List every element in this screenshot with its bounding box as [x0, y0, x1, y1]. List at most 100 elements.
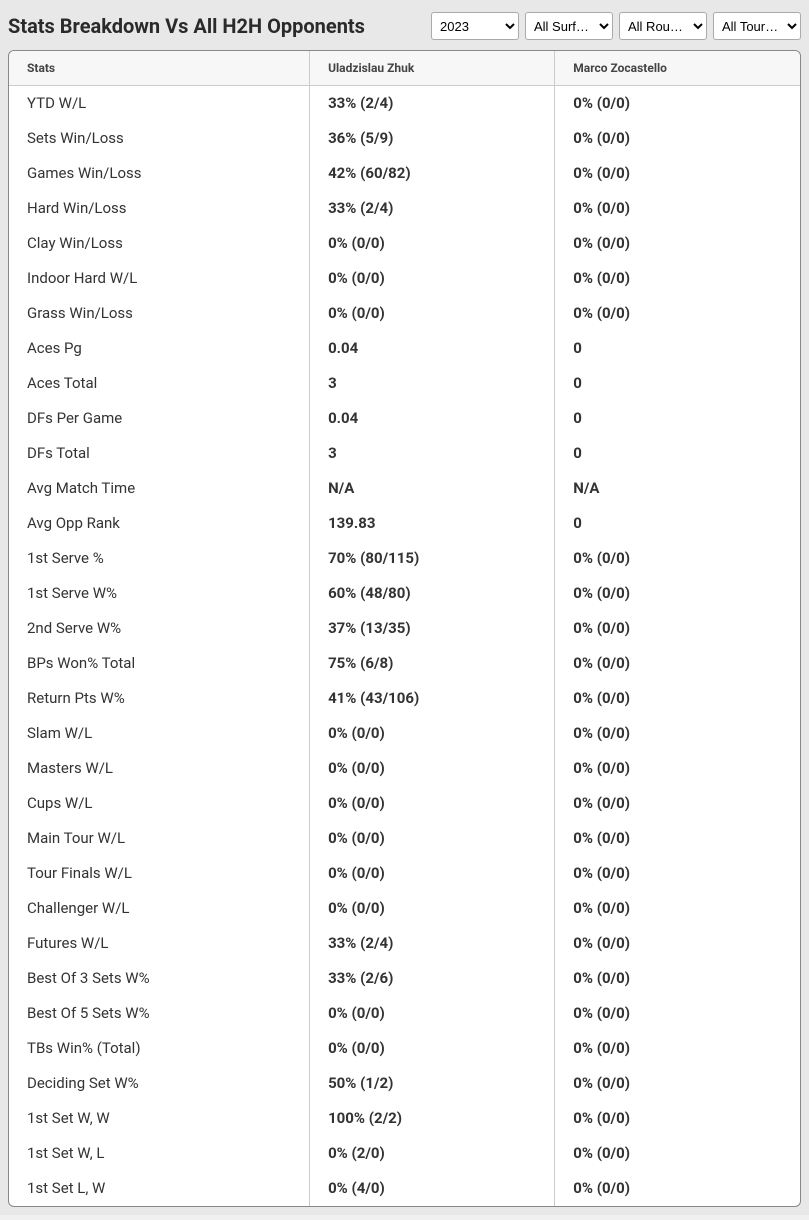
surface-select[interactable]: All Surf… [525, 12, 613, 40]
stats-table-wrap: Stats Uladzislau Zhuk Marco Zocastello Y… [8, 50, 801, 1207]
stat-value-player1: 0% (0/0) [310, 996, 555, 1031]
table-row: DFs Total30 [9, 436, 800, 471]
filter-bar: 2023 All Surf… All Rou… All Tour… [431, 12, 801, 40]
stat-label: 1st Set L, W [9, 1171, 310, 1206]
table-row: Challenger W/L0% (0/0)0% (0/0) [9, 891, 800, 926]
stat-label: TBs Win% (Total) [9, 1031, 310, 1066]
stat-value-player1: 0.04 [310, 331, 555, 366]
stat-value-player1: 3 [310, 366, 555, 401]
stats-table: Stats Uladzislau Zhuk Marco Zocastello Y… [9, 51, 800, 1206]
stat-value-player1: 33% (2/4) [310, 926, 555, 961]
stat-value-player1: 0% (0/0) [310, 786, 555, 821]
table-row: Hard Win/Loss33% (2/4)0% (0/0) [9, 191, 800, 226]
stat-value-player2: 0 [555, 366, 800, 401]
stat-label: Games Win/Loss [9, 156, 310, 191]
stat-value-player2: N/A [555, 471, 800, 506]
stat-label: Grass Win/Loss [9, 296, 310, 331]
table-row: 1st Set W, L0% (2/0)0% (0/0) [9, 1136, 800, 1171]
stat-value-player2: 0% (0/0) [555, 821, 800, 856]
stat-label: Main Tour W/L [9, 821, 310, 856]
stat-value-player1: 50% (1/2) [310, 1066, 555, 1101]
round-select[interactable]: All Rou… [619, 12, 707, 40]
table-row: Avg Opp Rank139.830 [9, 506, 800, 541]
stat-label: 1st Serve W% [9, 576, 310, 611]
stat-label: Challenger W/L [9, 891, 310, 926]
table-row: Sets Win/Loss36% (5/9)0% (0/0) [9, 121, 800, 156]
stat-label: 1st Set W, W [9, 1101, 310, 1136]
stat-label: DFs Total [9, 436, 310, 471]
stat-value-player1: 0% (0/0) [310, 821, 555, 856]
stat-label: Best Of 3 Sets W% [9, 961, 310, 996]
stat-value-player2: 0% (0/0) [555, 86, 800, 121]
table-row: 1st Set W, W100% (2/2)0% (0/0) [9, 1101, 800, 1136]
stat-value-player1: 41% (43/106) [310, 681, 555, 716]
year-select[interactable]: 2023 [431, 12, 519, 40]
stat-value-player1: 0% (0/0) [310, 891, 555, 926]
stat-value-player2: 0% (0/0) [555, 891, 800, 926]
stat-value-player2: 0% (0/0) [555, 1171, 800, 1206]
table-row: Clay Win/Loss0% (0/0)0% (0/0) [9, 226, 800, 261]
stat-value-player1: 37% (13/35) [310, 611, 555, 646]
table-row: 2nd Serve W%37% (13/35)0% (0/0) [9, 611, 800, 646]
stat-value-player2: 0% (0/0) [555, 611, 800, 646]
stat-value-player2: 0 [555, 506, 800, 541]
stat-value-player1: 0% (0/0) [310, 856, 555, 891]
stat-label: Tour Finals W/L [9, 856, 310, 891]
stat-label: Deciding Set W% [9, 1066, 310, 1101]
stat-value-player1: 3 [310, 436, 555, 471]
stat-label: Clay Win/Loss [9, 226, 310, 261]
table-row: Best Of 3 Sets W%33% (2/6)0% (0/0) [9, 961, 800, 996]
stat-value-player1: 36% (5/9) [310, 121, 555, 156]
stat-value-player2: 0% (0/0) [555, 681, 800, 716]
stat-value-player2: 0% (0/0) [555, 1136, 800, 1171]
stats-panel: Stats Breakdown Vs All H2H Opponents 202… [0, 0, 809, 1215]
stat-label: Cups W/L [9, 786, 310, 821]
stat-value-player2: 0% (0/0) [555, 296, 800, 331]
stat-label: Best Of 5 Sets W% [9, 996, 310, 1031]
table-row: 1st Serve W%60% (48/80)0% (0/0) [9, 576, 800, 611]
stat-value-player2: 0 [555, 331, 800, 366]
table-row: Masters W/L0% (0/0)0% (0/0) [9, 751, 800, 786]
stat-value-player2: 0% (0/0) [555, 786, 800, 821]
stat-label: Aces Pg [9, 331, 310, 366]
stat-value-player2: 0 [555, 401, 800, 436]
stat-value-player1: 0% (4/0) [310, 1171, 555, 1206]
table-row: 1st Set L, W0% (4/0)0% (0/0) [9, 1171, 800, 1206]
table-row: Slam W/L0% (0/0)0% (0/0) [9, 716, 800, 751]
stat-value-player2: 0% (0/0) [555, 751, 800, 786]
col-header-player1: Uladzislau Zhuk [310, 51, 555, 86]
table-row: TBs Win% (Total)0% (0/0)0% (0/0) [9, 1031, 800, 1066]
tour-select[interactable]: All Tour… [713, 12, 801, 40]
stat-label: Slam W/L [9, 716, 310, 751]
stat-value-player1: 42% (60/82) [310, 156, 555, 191]
stat-label: DFs Per Game [9, 401, 310, 436]
stat-value-player1: 0% (0/0) [310, 716, 555, 751]
table-row: Main Tour W/L0% (0/0)0% (0/0) [9, 821, 800, 856]
stat-value-player1: 0.04 [310, 401, 555, 436]
stat-value-player2: 0% (0/0) [555, 576, 800, 611]
stat-label: Return Pts W% [9, 681, 310, 716]
stat-value-player2: 0% (0/0) [555, 261, 800, 296]
stat-value-player2: 0 [555, 436, 800, 471]
table-row: Aces Total30 [9, 366, 800, 401]
table-row: Return Pts W%41% (43/106)0% (0/0) [9, 681, 800, 716]
table-row: Tour Finals W/L0% (0/0)0% (0/0) [9, 856, 800, 891]
stat-label: YTD W/L [9, 86, 310, 121]
stat-value-player2: 0% (0/0) [555, 1066, 800, 1101]
col-header-player2: Marco Zocastello [555, 51, 800, 86]
stat-label: Avg Match Time [9, 471, 310, 506]
stat-value-player1: N/A [310, 471, 555, 506]
stat-value-player1: 75% (6/8) [310, 646, 555, 681]
stat-value-player2: 0% (0/0) [555, 541, 800, 576]
table-row: Cups W/L0% (0/0)0% (0/0) [9, 786, 800, 821]
table-row: Futures W/L33% (2/4)0% (0/0) [9, 926, 800, 961]
stat-label: Hard Win/Loss [9, 191, 310, 226]
stat-label: BPs Won% Total [9, 646, 310, 681]
table-row: Deciding Set W%50% (1/2)0% (0/0) [9, 1066, 800, 1101]
stat-value-player2: 0% (0/0) [555, 1101, 800, 1136]
table-row: DFs Per Game0.040 [9, 401, 800, 436]
stat-value-player1: 33% (2/6) [310, 961, 555, 996]
col-header-stats: Stats [9, 51, 310, 86]
stat-value-player2: 0% (0/0) [555, 1031, 800, 1066]
table-row: Avg Match TimeN/AN/A [9, 471, 800, 506]
